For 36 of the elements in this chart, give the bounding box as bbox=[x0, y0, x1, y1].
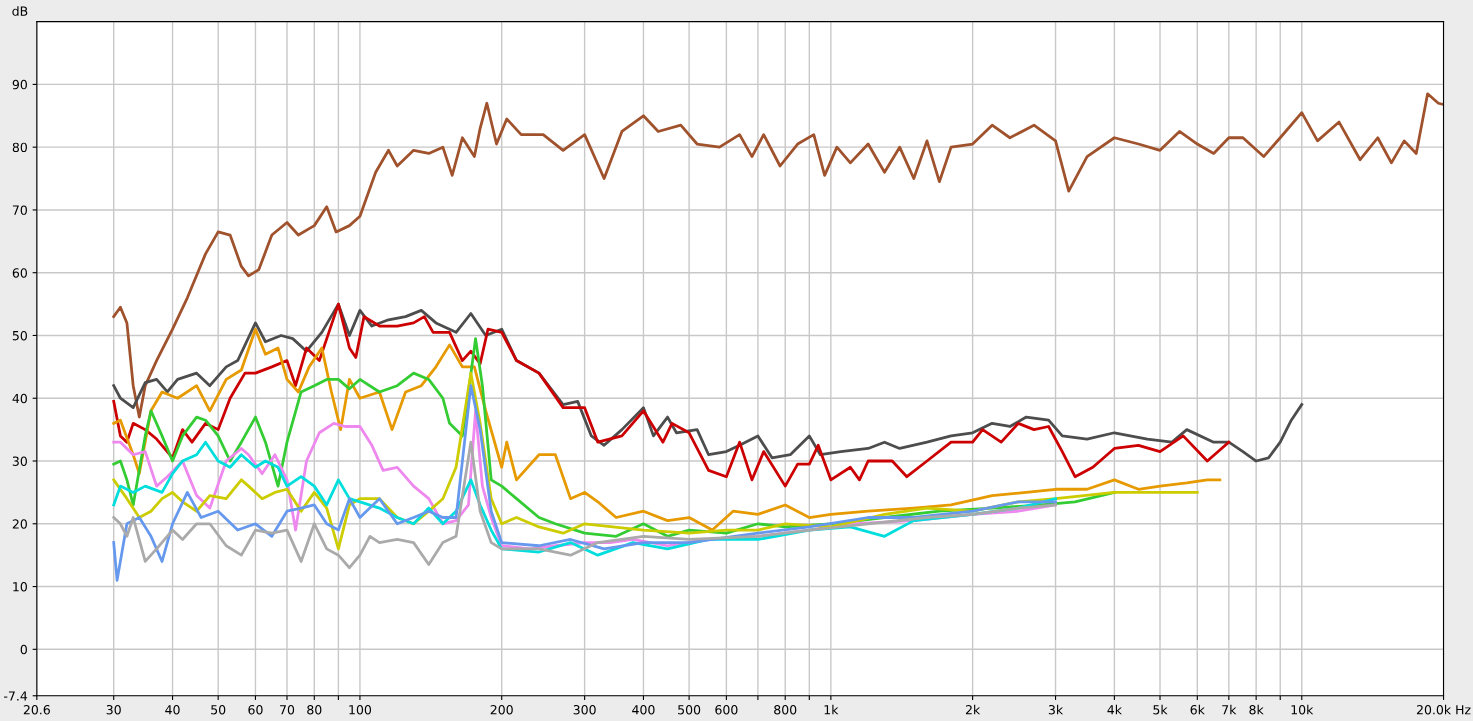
y-tick-label: 20 bbox=[12, 519, 27, 529]
y-tick-label: 30 bbox=[12, 456, 27, 466]
x-tick-label: 7k bbox=[1222, 704, 1237, 715]
x-tick-label: 80 bbox=[307, 705, 322, 715]
y-tick-label: 90 bbox=[12, 79, 27, 90]
y-tick-label: -7.4 bbox=[4, 691, 28, 701]
x-tick-label: 20.0k Hz bbox=[1416, 704, 1471, 715]
y-axis-title: dB bbox=[12, 6, 28, 16]
y-tick-label: 0 bbox=[20, 644, 27, 655]
x-tick-label: 800 bbox=[774, 705, 797, 715]
y-tick-label: 10 bbox=[13, 582, 27, 592]
y-tick-label: 80 bbox=[12, 142, 27, 153]
y-tick-label: 50 bbox=[12, 330, 27, 341]
x-tick-label: 600 bbox=[715, 705, 738, 715]
x-tick-label: 40 bbox=[165, 705, 180, 715]
x-tick-label: 100 bbox=[349, 705, 372, 715]
y-tick-label: 40 bbox=[12, 393, 27, 404]
x-tick-label: 6k bbox=[1190, 704, 1205, 715]
x-tick-label: 2k bbox=[965, 704, 981, 715]
x-tick-label: 8k bbox=[1249, 704, 1264, 715]
y-tick-label: 60 bbox=[12, 268, 27, 278]
x-tick-label: 400 bbox=[632, 705, 655, 715]
x-tick-label: 50 bbox=[211, 705, 226, 715]
x-tick-label: 10k bbox=[1291, 704, 1314, 715]
x-tick-label: 5k bbox=[1153, 704, 1168, 715]
x-tick-label: 60 bbox=[248, 705, 263, 715]
x-tick-label: 4k bbox=[1107, 704, 1122, 715]
y-tick-label: 70 bbox=[12, 205, 27, 215]
x-tick-label: 300 bbox=[573, 705, 596, 715]
x-tick-label: 1k bbox=[824, 704, 839, 715]
x-tick-label: 30 bbox=[106, 705, 121, 715]
x-tick-label: 20.6 bbox=[23, 705, 50, 715]
x-tick-label: 500 bbox=[678, 705, 701, 715]
x-tick-label: 3k bbox=[1048, 704, 1064, 715]
x-tick-label: 70 bbox=[280, 705, 295, 715]
x-tick-label: 200 bbox=[490, 705, 513, 715]
